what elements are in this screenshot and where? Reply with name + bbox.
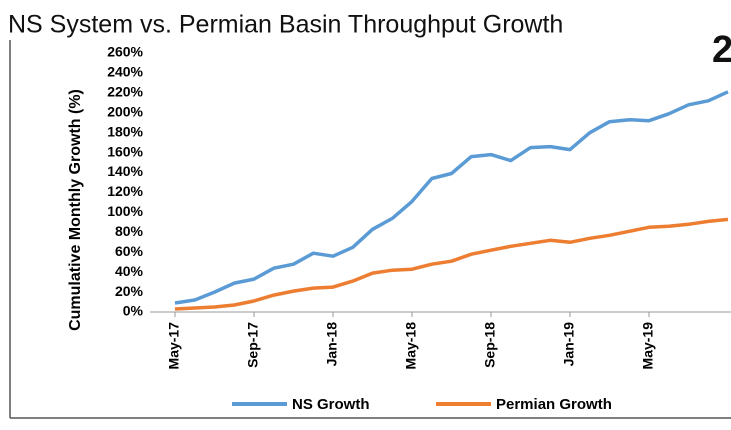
y-tick-label: 240% bbox=[107, 64, 143, 80]
y-tick-label: 80% bbox=[115, 223, 144, 239]
x-tick-label: Jan-18 bbox=[324, 322, 340, 367]
y-tick-label: 200% bbox=[107, 103, 143, 119]
y-tick-label: 140% bbox=[107, 163, 143, 179]
x-tick-label: May-19 bbox=[640, 322, 656, 370]
series-line bbox=[174, 217, 729, 311]
y-tick-label: 180% bbox=[107, 123, 143, 139]
legend-label: NS Growth bbox=[292, 396, 370, 413]
y-tick-label: 100% bbox=[107, 203, 143, 219]
x-tick-label: Sep-18 bbox=[482, 322, 498, 368]
y-tick-label: 0% bbox=[123, 303, 144, 319]
legend-label: Permian Growth bbox=[496, 396, 612, 413]
x-tick-label: Sep-17 bbox=[245, 322, 261, 368]
chart-title: NS System vs. Permian Basin Throughput G… bbox=[8, 11, 563, 39]
y-axis-label: Cumulative Monthly Growth (%) bbox=[67, 89, 84, 331]
series-line bbox=[174, 90, 729, 305]
y-tick-label: 120% bbox=[107, 183, 143, 199]
x-tick-label: May-18 bbox=[403, 322, 419, 370]
y-tick-label: 220% bbox=[107, 84, 143, 100]
y-tick-label: 20% bbox=[115, 283, 144, 299]
x-tick-label: May-17 bbox=[166, 322, 182, 370]
annotation: 2 bbox=[712, 29, 731, 71]
y-tick-label: 60% bbox=[115, 243, 144, 259]
y-tick-label: 260% bbox=[107, 44, 143, 60]
x-tick-label: Jan-19 bbox=[561, 322, 577, 367]
y-tick-label: 160% bbox=[107, 143, 143, 159]
y-tick-label: 40% bbox=[115, 263, 144, 279]
